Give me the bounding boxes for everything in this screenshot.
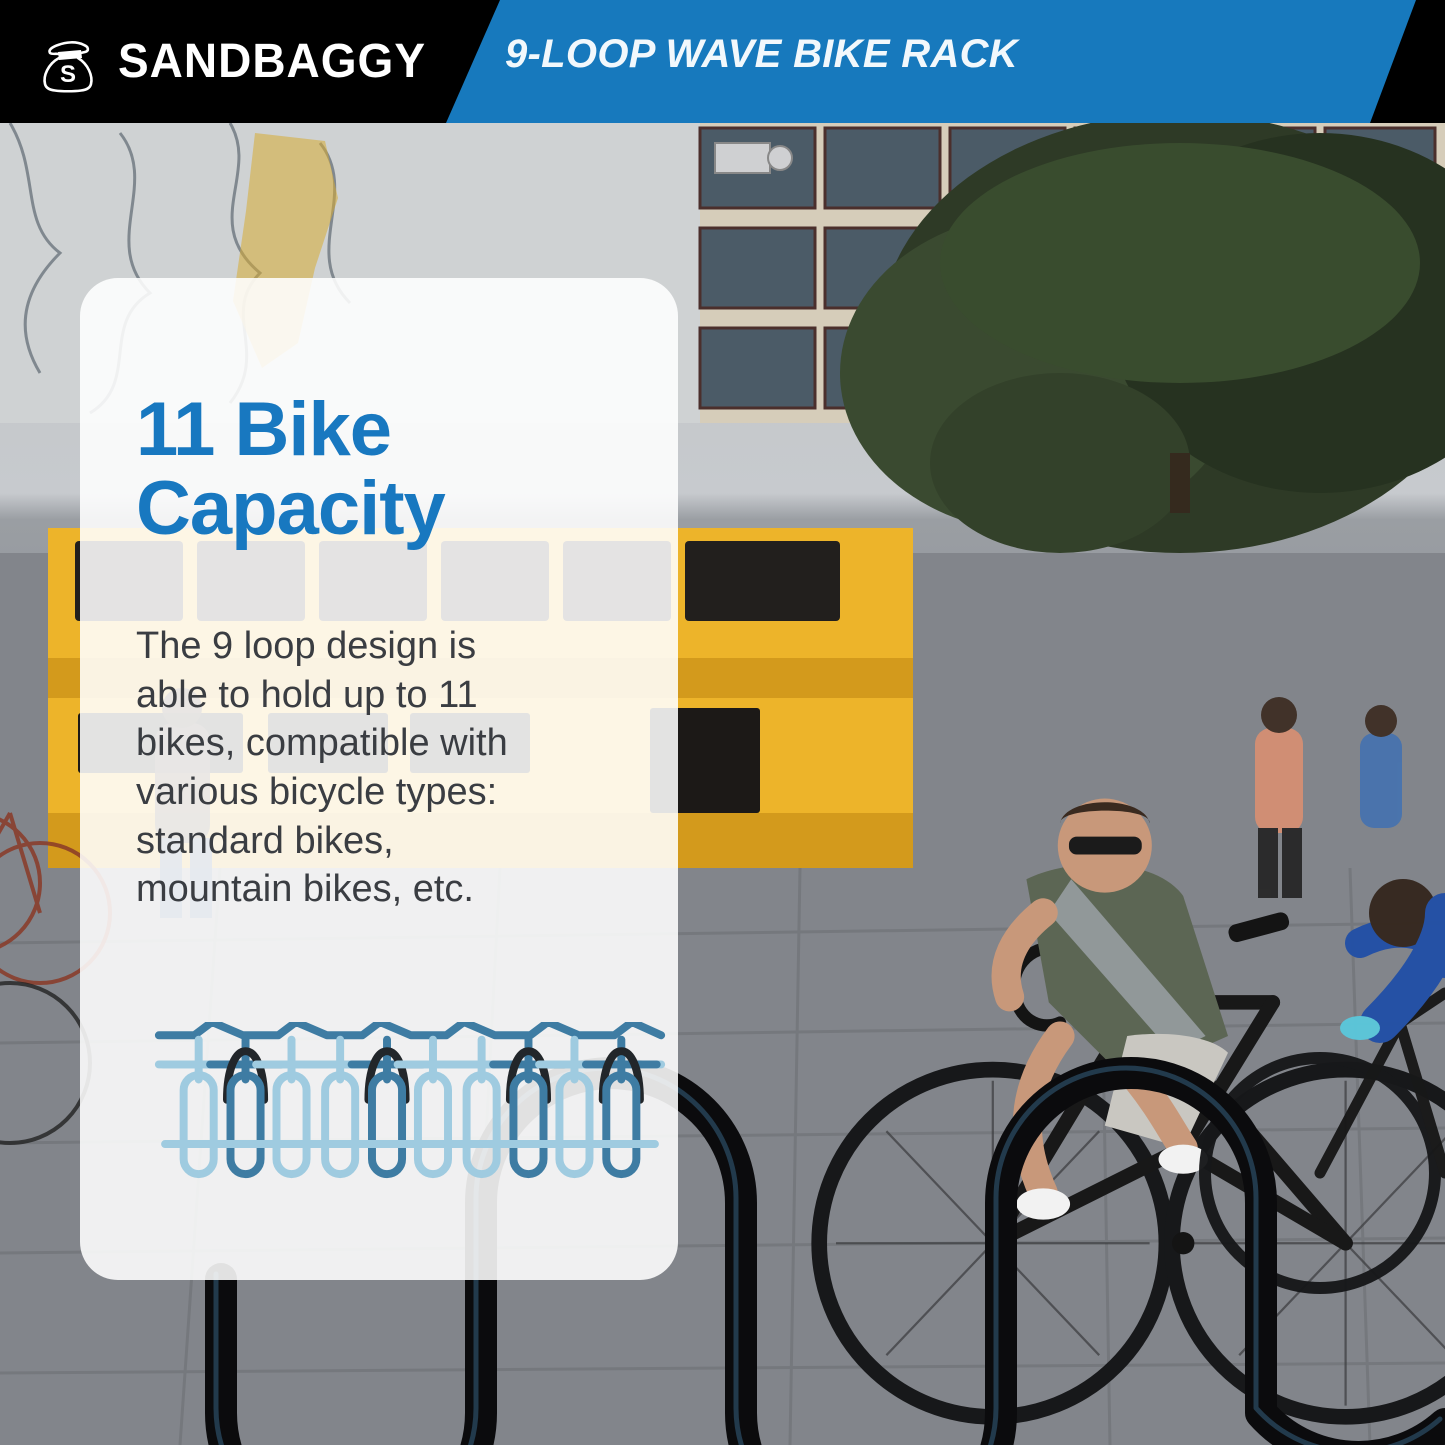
svg-text:S: S bbox=[60, 61, 76, 88]
